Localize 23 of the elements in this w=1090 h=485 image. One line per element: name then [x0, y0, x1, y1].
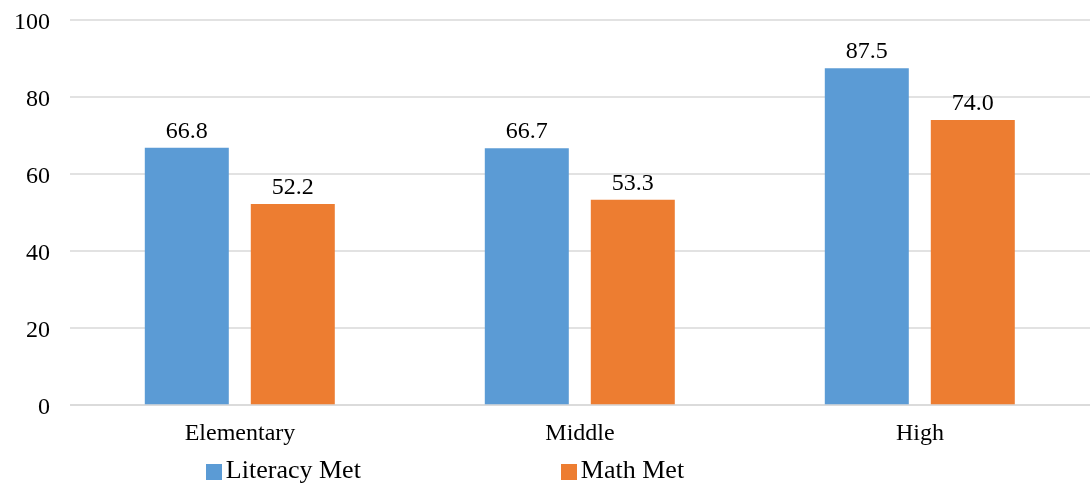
y-tick-label: 100: [14, 7, 50, 34]
bar: [250, 204, 335, 405]
data-label: 52.2: [271, 173, 314, 200]
y-tick-label: 40: [26, 238, 50, 265]
y-tick-label: 80: [26, 84, 50, 111]
data-label: 87.5: [845, 37, 888, 64]
y-tick-label: 20: [26, 315, 50, 342]
bar: [930, 120, 1015, 405]
x-tick-label: Elementary: [184, 419, 296, 446]
bar: [590, 199, 675, 405]
x-tick-label: Middle: [545, 419, 615, 446]
data-label: 66.7: [505, 117, 548, 144]
bar: [824, 68, 909, 405]
legend-label: Literacy Met: [225, 455, 361, 484]
data-label: 74.0: [951, 89, 994, 116]
bar: [144, 147, 229, 405]
data-label: 66.8: [165, 116, 208, 143]
legend-label: Math Met: [580, 455, 685, 484]
data-label: 53.3: [611, 168, 654, 195]
y-tick-label: 60: [26, 161, 50, 188]
x-tick-label: High: [896, 419, 944, 446]
bar: [484, 148, 569, 405]
y-tick-label: 0: [38, 392, 50, 419]
